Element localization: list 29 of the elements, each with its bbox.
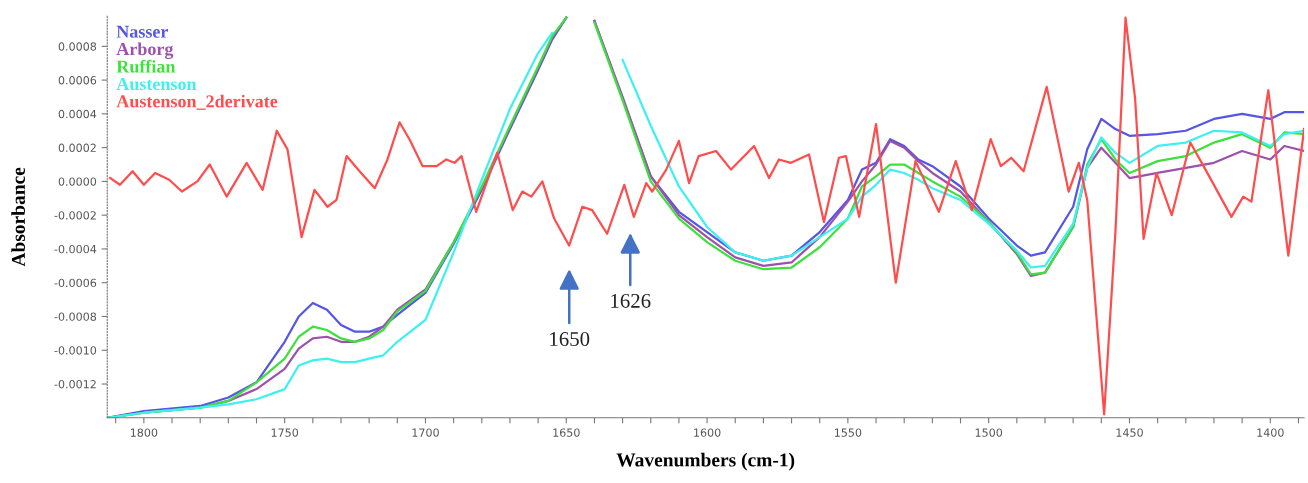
- annotation: 1650: [550, 332, 590, 347]
- x-tick-label: 1700: [412, 428, 439, 437]
- y-tick-label: 0.0004: [58, 109, 97, 119]
- y-tick-label: 0.0000: [58, 177, 97, 186]
- y-tick-label: -0.0012: [54, 380, 96, 389]
- x-tick-label: 1650: [553, 428, 580, 437]
- x-axis-title: Wavenumbers (cm-1): [616, 452, 795, 471]
- y-tick-label: -0.0002: [54, 211, 96, 220]
- y-axis-title: Absorbance: [11, 167, 25, 267]
- y-tick-label: -0.0010: [54, 346, 97, 355]
- text: Austenson: [116, 77, 197, 91]
- annotation: 1626: [611, 293, 651, 308]
- x-tick-label: 1750: [271, 428, 299, 437]
- y-tick-label: -0.0008: [54, 312, 97, 321]
- y-tick-label: 0.0002: [58, 143, 96, 153]
- x-tick-label: 1600: [694, 428, 721, 437]
- x-tick-label: 1800: [130, 428, 158, 437]
- y-tick-label: -0.0004: [54, 244, 97, 254]
- x-tick-label: 1400: [1257, 428, 1284, 437]
- x-tick-label: 1550: [834, 428, 862, 437]
- y-tick-label: 0.0006: [58, 76, 97, 85]
- y-tick-label: -0.0006: [54, 278, 97, 288]
- text: Nasser: [116, 25, 169, 38]
- series-label: Austenson_2derivate: [116, 94, 278, 110]
- text: Ruffian: [116, 59, 176, 73]
- x-tick-label: 1450: [1116, 428, 1143, 437]
- y-tick-label: 0.0008: [58, 42, 97, 51]
- text: Arborg: [116, 42, 174, 59]
- x-tick-label: 1500: [975, 428, 1003, 437]
